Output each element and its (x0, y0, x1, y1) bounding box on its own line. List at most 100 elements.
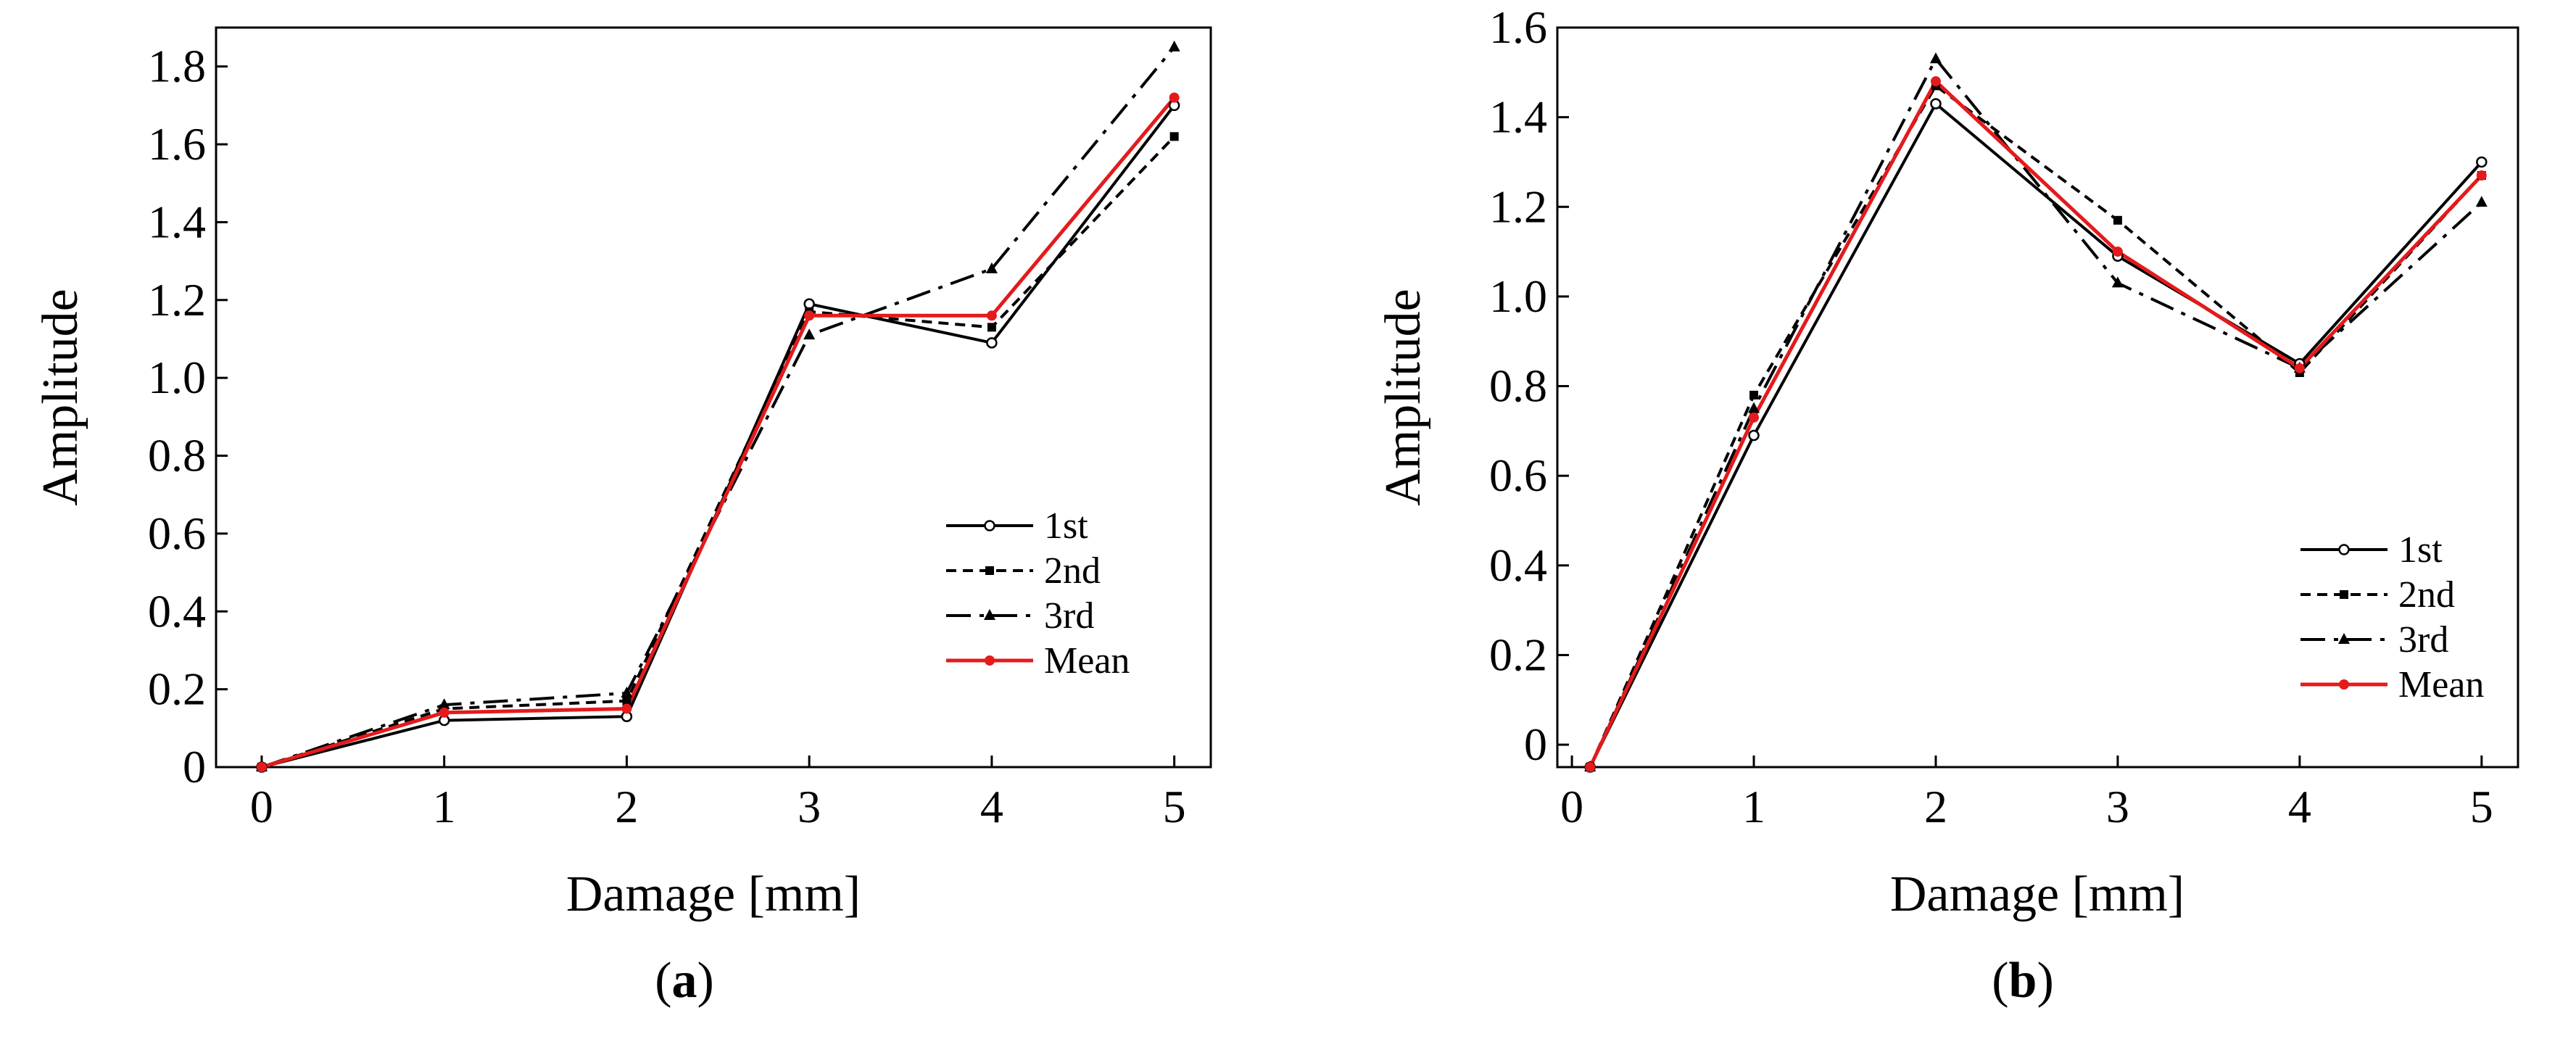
ticks: 0 1 2 3 4 5 0 0.2 0.4 0.6 0.8 1.0 1.2 1.4 1.6 (1489, 1, 2493, 832)
data-point-mean (1749, 412, 1760, 423)
panel-label-close: ) (697, 953, 714, 1009)
data-point-mean (2294, 363, 2305, 373)
legend-label-2nd: 2nd (2398, 574, 2455, 616)
legend-marker (2338, 544, 2350, 555)
y-axis-title: Amplitude (33, 289, 88, 505)
data-point-2nd (622, 696, 631, 705)
x-tick-label: 1 (433, 781, 456, 832)
series-lines (261, 46, 1176, 769)
chart-panel-b: 0 1 2 3 4 5 0 0.2 0.4 0.6 0.8 1.0 1.2 1.4 1.6 1st 2nd … (1375, 1, 2519, 1009)
legend: 1st 2nd 3rd Mean (946, 505, 1130, 682)
data-point-mean (1585, 762, 1596, 772)
legend-label-1st: 1st (2398, 529, 2443, 571)
data-point-3rd (621, 687, 633, 698)
y-tick-label: 1.4 (148, 196, 206, 247)
legend-sample-3rd (2300, 633, 2387, 644)
legend-sample-3rd (946, 609, 1033, 620)
legend-sample-2nd (2300, 590, 2387, 599)
panel-label-close: ) (2037, 953, 2053, 1009)
y-tick-label: 0.8 (148, 430, 206, 481)
y-axis-title: Amplitude (1375, 289, 1431, 505)
y-tick-label: 0.2 (148, 663, 206, 715)
legend-sample-1st (946, 520, 1033, 531)
legend-sample-1st (2300, 544, 2387, 555)
data-point-2nd (1169, 132, 1179, 141)
x-tick-label: 5 (1163, 781, 1186, 832)
data-point-3rd (803, 328, 816, 340)
ticks: 0 1 2 3 4 5 0 0.2 0.4 0.6 0.8 1.0 1.2 1.4 1.6 1.8 (148, 41, 1186, 832)
y-tick-label: 1.2 (148, 274, 206, 326)
panel-label-open: ( (655, 953, 671, 1009)
legend-sample-mean (946, 655, 1033, 666)
y-tick-label: 0 (183, 741, 206, 792)
series-line-3rd (261, 46, 1176, 769)
data-point-mean (439, 707, 450, 718)
data-point-1st (2476, 156, 2488, 168)
y-tick-label: 1.2 (1489, 181, 1547, 232)
data-point-mean (986, 310, 997, 321)
legend-label-1st: 1st (1044, 505, 1088, 547)
data-point-1st (986, 337, 998, 349)
x-tick-label: 3 (2106, 781, 2129, 832)
x-tick-label: 4 (980, 781, 1003, 832)
legend-label-3rd: 3rd (1044, 595, 1094, 637)
data-point-mean (1169, 92, 1180, 103)
data-point-3rd (985, 262, 998, 273)
x-tick-label: 3 (798, 781, 821, 832)
series-line-mean (261, 96, 1176, 769)
series-line-2nd (261, 135, 1176, 769)
x-tick-label: 2 (615, 781, 638, 832)
y-tick-label: 1.0 (148, 352, 206, 403)
y-tick-label: 0.4 (1489, 539, 1547, 591)
legend-label-3rd: 3rd (2398, 619, 2448, 661)
chart-panel-a: 0 1 2 3 4 5 0 0.2 0.4 0.6 0.8 1.0 1.2 1.4 1.6 1.8 1st 2… (33, 26, 1212, 1009)
data-point-3rd (2111, 276, 2124, 288)
y-tick-label: 1.6 (1489, 1, 1547, 53)
panel-label-letter: b (2009, 953, 2037, 1009)
data-point-2nd (2113, 215, 2122, 225)
plot-frame (1556, 26, 2519, 769)
series-markers (255, 40, 1180, 773)
data-point-1st (1748, 429, 1760, 442)
y-tick-label: 1.0 (1489, 270, 1547, 322)
data-point-3rd (1168, 40, 1180, 51)
y-tick-label: 1.8 (148, 41, 206, 92)
series-lines (1588, 56, 2483, 769)
x-tick-label: 4 (2288, 781, 2311, 832)
series-line-mean (1588, 78, 2483, 769)
legend-label-2nd: 2nd (1044, 550, 1101, 592)
panel-label-a: (a) (655, 953, 714, 1009)
series-markers (1584, 52, 2488, 773)
data-point-3rd (1929, 52, 1942, 64)
data-point-mean (2476, 170, 2487, 181)
legend-marker (985, 566, 994, 575)
x-axis-title: Damage [mm] (566, 866, 861, 922)
x-tick-label: 0 (1560, 781, 1583, 832)
y-tick-label: 0.6 (1489, 450, 1547, 501)
series-line-3rd (1589, 56, 2483, 768)
legend-sample-2nd (946, 566, 1033, 575)
legend: 1st 2nd 3rd Mean (2300, 529, 2484, 705)
legend-label-mean: Mean (1044, 640, 1130, 682)
data-point-mean (1930, 76, 1941, 87)
legend-marker (985, 655, 995, 666)
x-tick-label: 5 (2470, 781, 2493, 832)
series-line-1st (1589, 102, 2483, 768)
legend-marker (984, 520, 995, 531)
legend-marker (2340, 590, 2348, 599)
y-tick-label: 1.6 (148, 118, 206, 170)
data-point-3rd (438, 698, 450, 710)
legend-marker (984, 609, 995, 620)
data-point-mean (804, 310, 815, 321)
x-axis-title: Damage [mm] (1890, 866, 2184, 922)
data-point-1st (803, 298, 815, 310)
legend-marker (2339, 679, 2349, 690)
y-tick-label: 1.4 (1489, 91, 1547, 143)
series-line-1st (261, 104, 1176, 769)
data-point-mean (256, 762, 267, 772)
data-point-mean (2112, 247, 2123, 257)
legend-marker (2338, 633, 2350, 644)
x-tick-label: 2 (1924, 781, 1947, 832)
legend-sample-mean (2300, 679, 2387, 690)
